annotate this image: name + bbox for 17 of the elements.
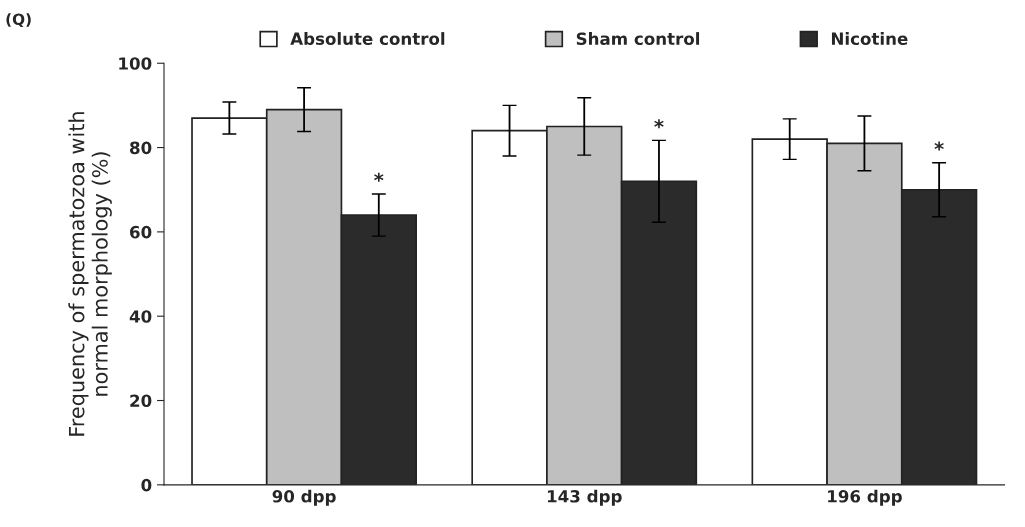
y-axis-title: Frequency of spermatozoa with normal morphology (%) (68, 112, 112, 436)
x-tick-label: 143 dpp (547, 489, 622, 506)
legend-label: Sham control (576, 32, 700, 46)
annotation: * (934, 141, 944, 151)
y-tick-label: 20 (130, 394, 152, 408)
legend-label: Nicotine (831, 32, 908, 46)
y-tick-label: 80 (130, 141, 152, 155)
x-tick-label: 196 dpp (828, 489, 902, 506)
annotation: * (654, 119, 664, 129)
y-tick-label: 40 (129, 310, 152, 323)
legend-label: Absolute control (290, 32, 445, 46)
annotation: * (374, 172, 384, 182)
text: (Q) (6, 13, 31, 28)
y-tick-label: 0 (141, 478, 152, 492)
y-tick-label: 60 (130, 225, 152, 239)
x-tick-label: 90 dpp (272, 489, 336, 506)
y-tick-label: 100 (119, 57, 152, 70)
